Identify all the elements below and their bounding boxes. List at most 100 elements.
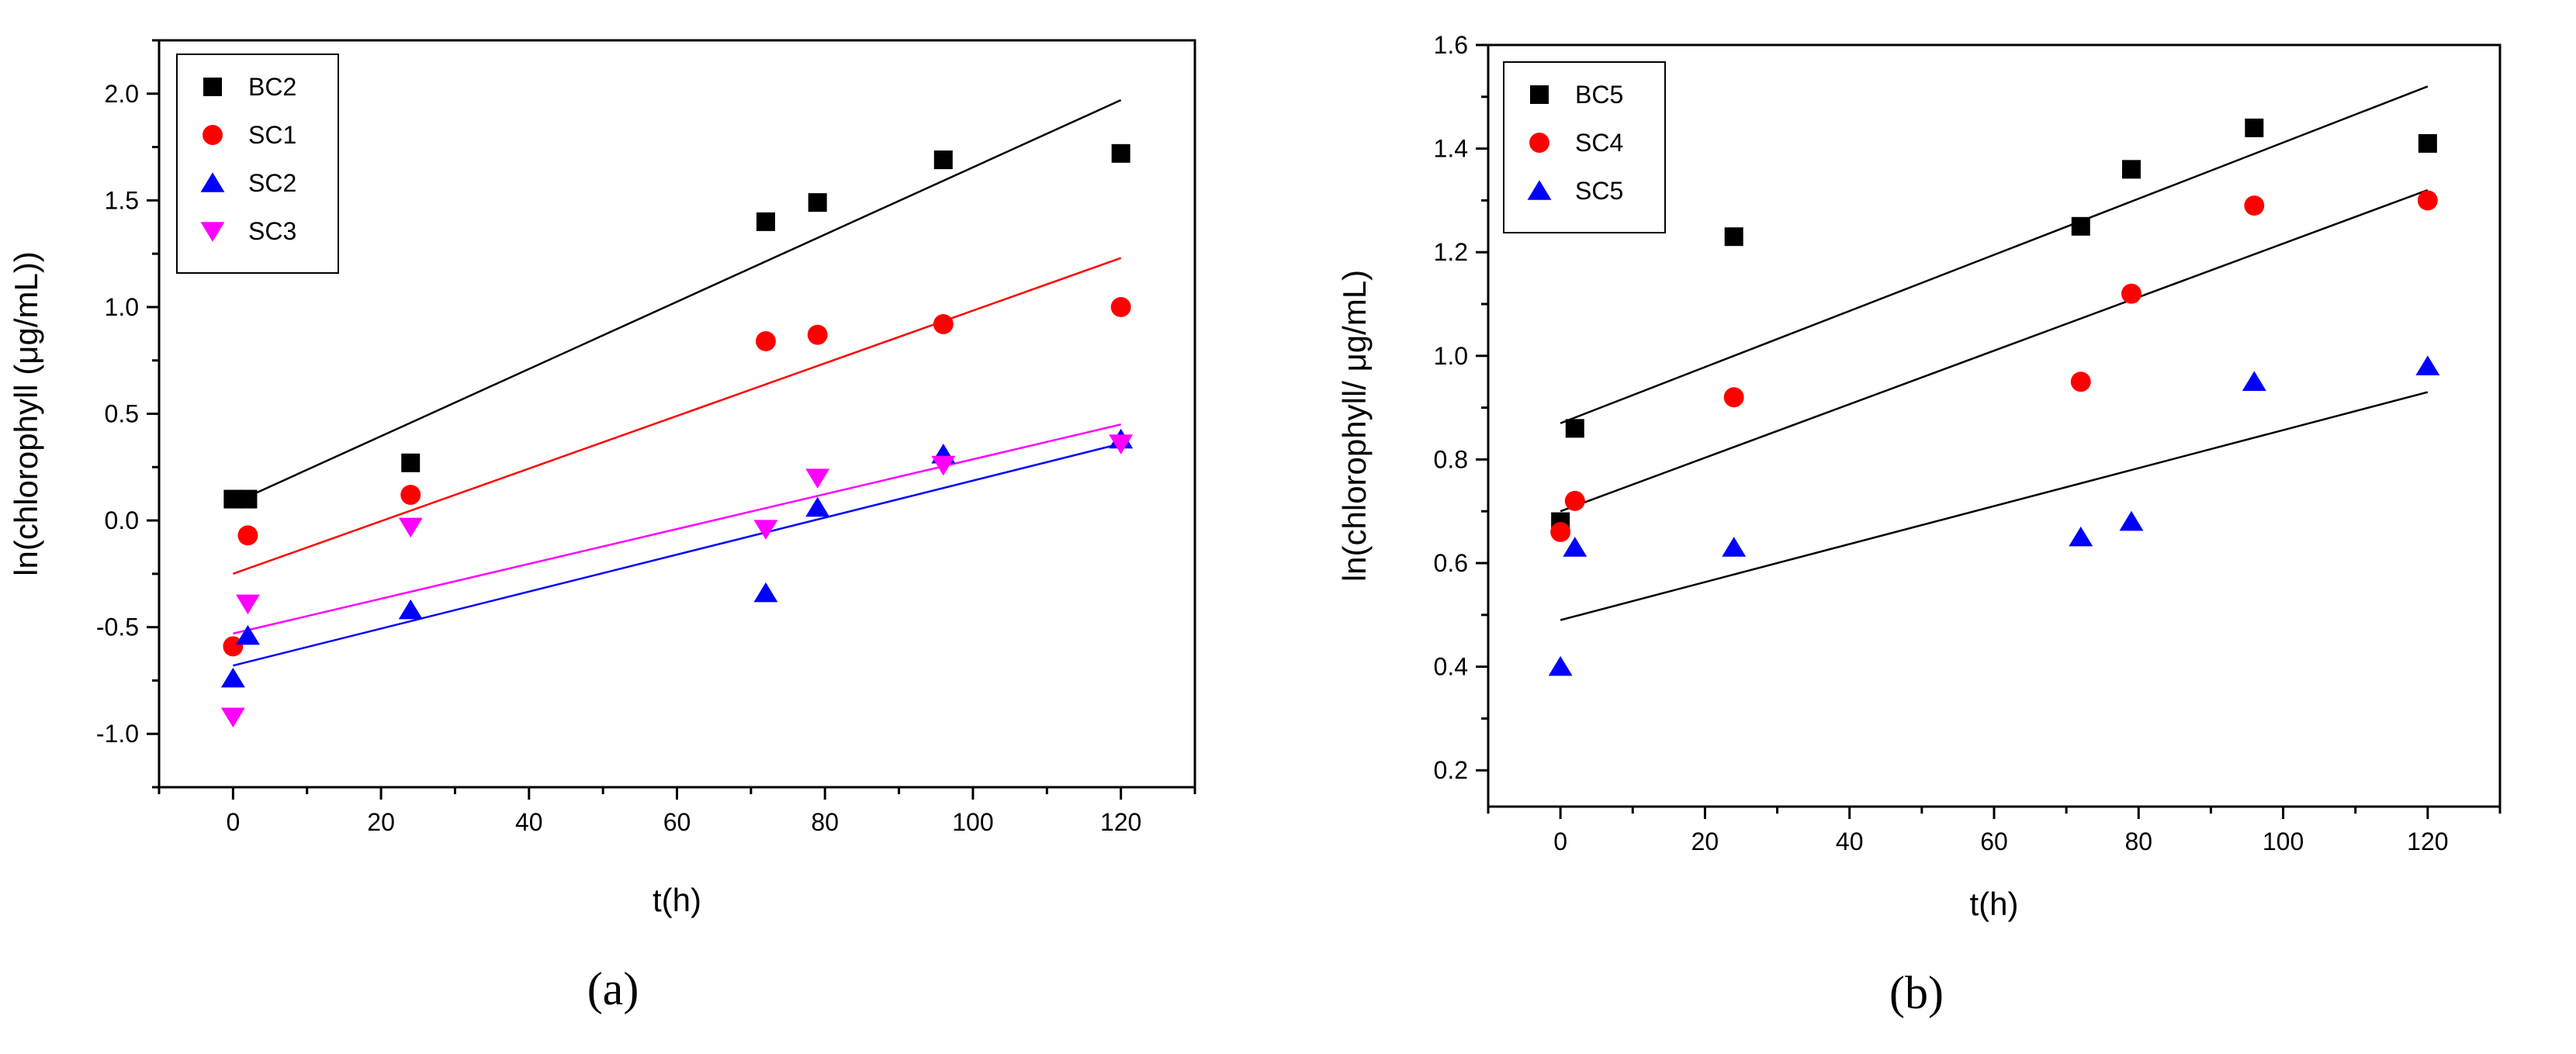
legend-label-bc2: BC2	[248, 73, 296, 101]
data-point-sc2	[220, 667, 245, 688]
x-tick-label: 100	[2263, 828, 2304, 855]
data-point-bc2	[808, 193, 827, 213]
data-point-bc2	[933, 150, 953, 170]
panel-label-b: (b)	[1889, 967, 1944, 1018]
data-point-sc3	[235, 594, 260, 615]
data-point-bc5	[2121, 160, 2141, 179]
data-point-bc5	[1565, 419, 1584, 438]
data-point-bc2	[756, 212, 775, 231]
y-tick-label: 2.0	[105, 80, 139, 108]
data-point-sc3	[1109, 434, 1134, 454]
legend-label-sc2: SC2	[248, 169, 296, 197]
y-tick-label: 0.8	[1434, 445, 1468, 473]
y-tick-label: 1.4	[1434, 135, 1468, 163]
x-tick-label: 0	[1553, 828, 1567, 855]
x-tick-label: 40	[1836, 828, 1864, 855]
x-tick-label: 40	[515, 808, 543, 836]
data-point-sc3	[931, 455, 956, 476]
data-point-bc2	[401, 453, 421, 472]
y-tick-label: 1.2	[1434, 238, 1468, 266]
data-point-bc5	[2418, 133, 2437, 153]
data-point-sc2	[398, 599, 423, 620]
legend-marker-sc5	[1527, 180, 1552, 200]
data-point-sc2	[235, 624, 260, 645]
y-tick-label: 0.6	[1434, 549, 1468, 577]
data-point-sc5	[2119, 510, 2144, 531]
x-tick-label: 20	[367, 808, 395, 836]
fit-line-sc3	[233, 423, 1121, 635]
legend-label-sc5: SC5	[1575, 177, 1623, 205]
x-tick-label: 20	[1691, 828, 1719, 855]
data-point-sc1	[400, 485, 421, 506]
data-point-sc4	[2417, 190, 2438, 211]
data-point-bc5	[2071, 216, 2090, 236]
x-tick-label: 120	[2407, 828, 2448, 855]
data-point-sc4	[2070, 371, 2091, 392]
x-tick-label: 0	[226, 808, 240, 836]
y-tick-label: -0.5	[96, 613, 139, 641]
data-point-sc1	[1110, 296, 1131, 317]
fit-line-bc2	[232, 98, 1122, 505]
data-point-sc1	[807, 324, 828, 345]
y-tick-label: 1.5	[105, 186, 139, 214]
fit-line-sc5	[1560, 391, 2429, 621]
data-point-sc5	[2069, 526, 2093, 547]
x-tick-label: 80	[811, 808, 839, 836]
x-axis-label: t(h)	[1970, 886, 2019, 922]
data-point-bc5	[2245, 118, 2264, 137]
y-tick-label: 1.0	[1434, 342, 1468, 370]
data-point-bc2	[1111, 143, 1130, 163]
y-tick-label: 0.5	[105, 400, 139, 428]
x-tick-label: 60	[663, 808, 691, 836]
data-point-sc2	[805, 496, 830, 517]
data-point-sc1	[237, 525, 258, 546]
data-point-sc5	[1563, 537, 1587, 557]
legend-marker-sc2	[200, 172, 225, 192]
data-point-sc4	[2121, 283, 2141, 304]
fit-line-sc4	[1560, 188, 2429, 513]
x-tick-label: 80	[2124, 828, 2152, 855]
panel-label-a: (a)	[587, 963, 639, 1014]
data-point-sc3	[398, 517, 423, 538]
legend-marker-bc2	[203, 78, 222, 96]
chart-panel-b: 0 20 40 60 80 100 120 0.2 0.4 0.6 0.8 1.0 1.2 1.4 1.6 t…	[1336, 31, 2502, 1018]
data-point-sc4	[1723, 387, 1744, 408]
data-point-sc2	[753, 582, 778, 603]
data-point-sc3	[805, 468, 830, 489]
data-point-sc5	[2415, 355, 2440, 375]
chart-panel-a: 0 20 40 60 80 100 120 -1.0 -0.5 0.0 0.5 1.0 1.5 2.0 t(…	[8, 39, 1196, 1014]
fit-line-sc1	[232, 257, 1122, 575]
y-axis-label: ln(chlorophyll (μg/mL))	[8, 251, 44, 576]
x-tick-label: 120	[1100, 808, 1141, 836]
fit-line-sc2	[233, 442, 1121, 667]
x-tick-label: 60	[1980, 828, 2008, 855]
legend-marker-sc4	[1529, 133, 1549, 153]
y-tick-label: 0.4	[1434, 653, 1468, 681]
data-point-sc5	[2242, 371, 2266, 391]
legend-marker-bc5	[1530, 85, 1549, 104]
data-point-bc5	[1724, 227, 1743, 247]
legend-label-bc5: BC5	[1575, 81, 1623, 109]
y-tick-label: -1.0	[96, 720, 139, 748]
y-tick-label: 1.0	[105, 293, 139, 321]
data-point-sc5	[1548, 655, 1573, 676]
data-point-sc3	[220, 707, 245, 728]
data-point-sc4	[1550, 521, 1571, 542]
data-point-sc4	[2244, 195, 2265, 216]
data-point-sc3	[753, 520, 778, 540]
legend-label-sc4: SC4	[1575, 129, 1623, 157]
y-tick-label: 1.6	[1434, 31, 1468, 59]
data-point-sc1	[755, 330, 776, 351]
y-tick-label: 0.2	[1434, 756, 1468, 784]
x-tick-label: 100	[952, 808, 993, 836]
data-point-sc4	[1564, 490, 1585, 511]
data-point-bc2	[238, 489, 258, 509]
data-point-sc5	[1722, 537, 1747, 557]
y-tick-label: 0.0	[105, 506, 139, 534]
x-axis-label: t(h)	[653, 882, 701, 918]
legend-marker-sc1	[203, 125, 223, 145]
fit-line-bc5	[1560, 85, 2429, 424]
legend-marker-sc3	[200, 222, 225, 242]
